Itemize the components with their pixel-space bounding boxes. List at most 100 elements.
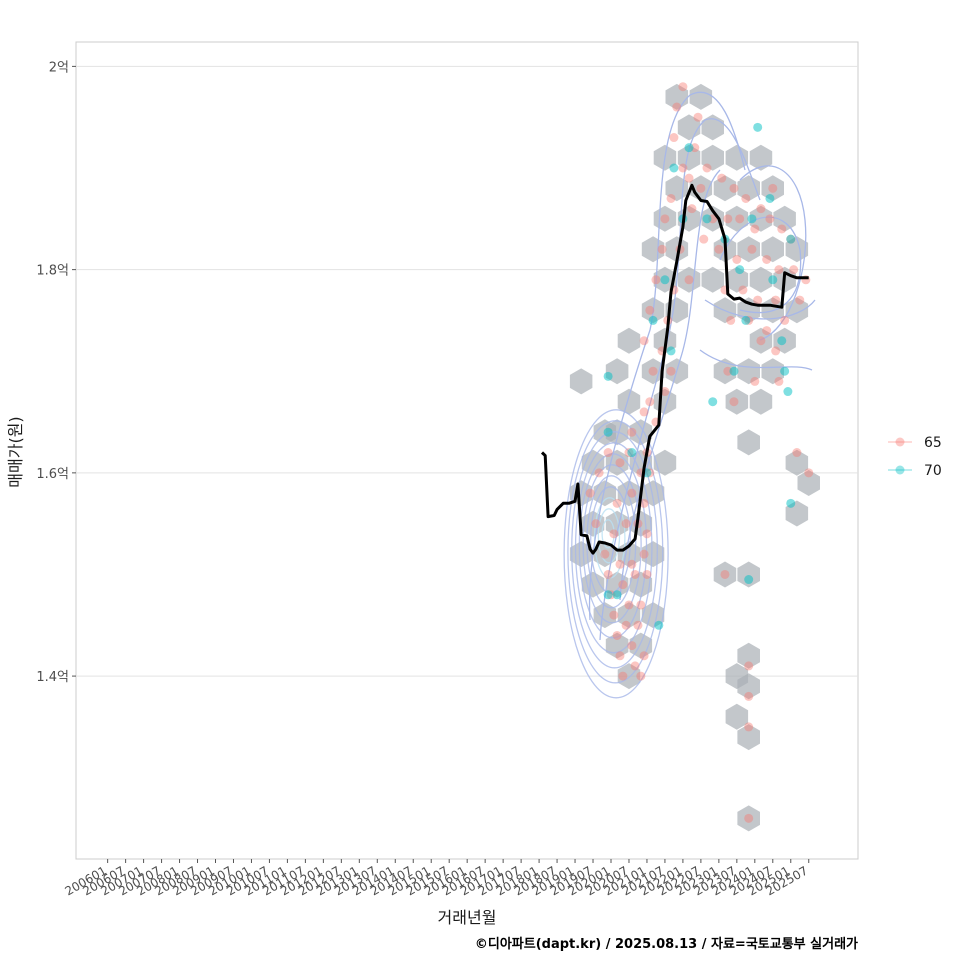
point-70: [753, 122, 763, 132]
y-axis-title: 매매가(원): [6, 416, 25, 487]
point-65: [618, 580, 628, 590]
hexbin-cell: [737, 561, 760, 588]
point-70: [780, 366, 790, 376]
density-contour: [582, 464, 642, 624]
hexbin-cell: [653, 449, 677, 476]
point-70: [654, 620, 664, 630]
y-tick-label: 2억: [49, 60, 69, 75]
density-contour: [719, 216, 802, 314]
point-65: [627, 559, 637, 569]
hexbin-cell: [725, 266, 749, 293]
point-65: [627, 641, 637, 651]
point-70: [627, 448, 637, 458]
hexbin-cell: [737, 429, 760, 456]
hexbin-cell: [737, 175, 760, 202]
density-contour: [699, 349, 813, 371]
point-65: [636, 600, 646, 610]
point-65: [729, 397, 739, 407]
point-65: [684, 173, 694, 183]
hexbin-cell: [749, 205, 773, 232]
point-70: [768, 275, 778, 285]
density-contour: [601, 519, 615, 549]
point-65: [615, 559, 625, 569]
point-65: [642, 569, 652, 579]
point-70: [765, 193, 775, 203]
point-65: [738, 285, 748, 295]
legend-key-70: [895, 465, 905, 475]
point-65: [633, 620, 643, 630]
point-65: [714, 244, 724, 254]
point-70: [660, 275, 670, 285]
legend-key-65: [895, 437, 905, 447]
point-70: [612, 590, 622, 600]
point-65: [615, 458, 625, 468]
point-70: [786, 498, 796, 508]
point-70: [729, 366, 739, 376]
point-65: [735, 214, 745, 224]
point-65: [600, 549, 610, 559]
hexbin-cell: [665, 236, 689, 263]
point-65: [717, 173, 727, 183]
density-contours: [563, 91, 816, 699]
point-65: [756, 204, 766, 214]
hexbin-cell: [617, 327, 641, 354]
point-65: [744, 813, 754, 823]
point-65: [651, 275, 661, 285]
hexbin-cell: [725, 205, 749, 232]
point-65: [648, 366, 658, 376]
point-65: [645, 397, 655, 407]
density-contour: [597, 508, 621, 564]
point-65: [723, 214, 733, 224]
point-65: [762, 254, 772, 264]
point-70: [648, 315, 658, 325]
point-65: [771, 295, 781, 305]
point-65: [750, 224, 760, 234]
point-65: [645, 305, 655, 315]
hexbin-cell: [785, 449, 809, 476]
point-65: [594, 468, 604, 478]
point-65: [744, 661, 754, 671]
point-70: [666, 346, 676, 356]
density-contour: [599, 118, 761, 641]
hexbin-cell: [725, 703, 749, 730]
point-65: [696, 183, 706, 193]
point-70: [603, 427, 613, 437]
density-contour: [704, 299, 816, 320]
point-70: [741, 315, 751, 325]
source-caption: ©디아파트(dapt.kr) / 2025.08.13 / 자료=국토교통부 실…: [474, 937, 858, 952]
hexbin-cell: [785, 297, 809, 324]
point-65: [612, 498, 622, 508]
point-65: [666, 366, 676, 376]
hexbin-cell: [737, 805, 760, 832]
hexbin-cell: [569, 368, 593, 395]
hexbin-cell: [737, 642, 760, 669]
point-65: [612, 630, 622, 640]
hexbin-cell: [797, 470, 820, 496]
hexbin-cell: [761, 236, 784, 263]
density-contour: [571, 431, 658, 669]
point-70: [708, 397, 718, 407]
hexbin-cell: [617, 602, 641, 629]
point-65: [639, 549, 649, 559]
hexbin-cell: [629, 419, 653, 446]
point-65: [621, 519, 631, 529]
point-65: [753, 295, 763, 305]
point-65: [744, 722, 754, 732]
moving-average-line: [540, 183, 809, 555]
point-65: [774, 265, 784, 275]
point-65: [672, 102, 682, 112]
y-axis-ticks: 1.4억 1.6억 1.8억 2억: [36, 60, 76, 685]
point-65: [732, 254, 742, 264]
point-65: [678, 82, 688, 92]
hexbin-cell: [701, 266, 724, 293]
hexbin-cell: [725, 144, 749, 171]
hexbin-cell: [749, 327, 773, 354]
point-65: [777, 224, 787, 234]
hexbin-cell: [581, 449, 605, 476]
hexbin-cell: [725, 388, 749, 415]
point-65: [609, 610, 619, 620]
point-65: [744, 691, 754, 701]
density-contour: [574, 442, 653, 654]
point-65: [693, 112, 703, 122]
